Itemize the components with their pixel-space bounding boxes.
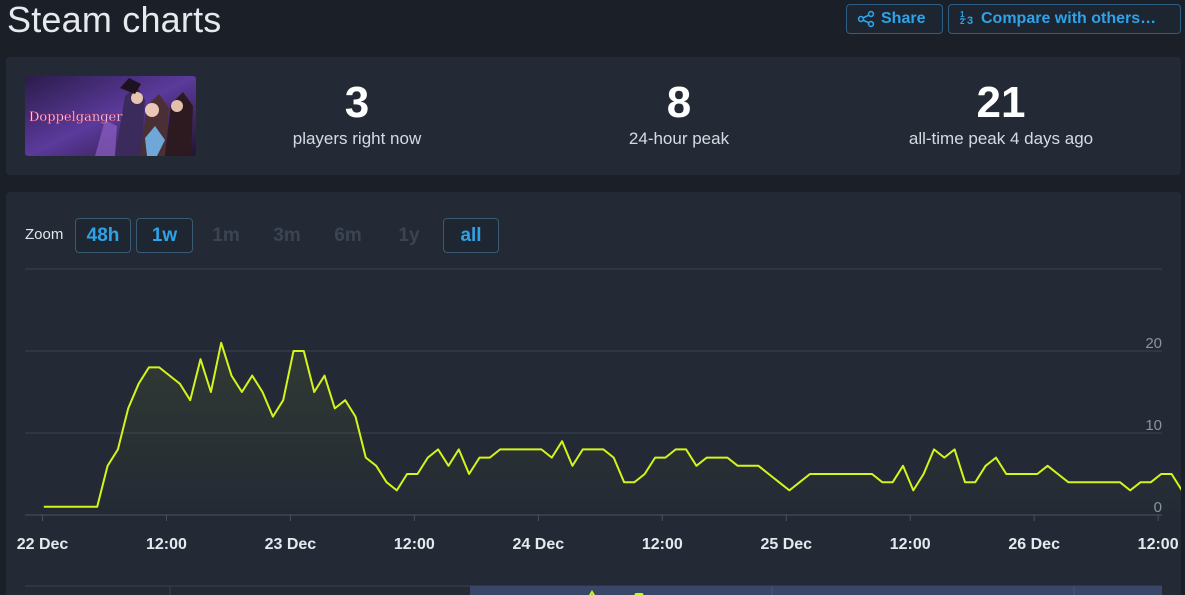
zoom-48h-button[interactable]: 48h (75, 218, 131, 253)
svg-text:2: 2 (960, 17, 965, 26)
x-tick-label: 25 Dec (760, 536, 812, 553)
x-tick-label: 24 Dec (513, 536, 565, 553)
x-tick-label: 22 Dec (17, 536, 69, 553)
peak-24h-value: 8 (666, 78, 692, 127)
x-tick-label: 12:00 (1138, 536, 1179, 553)
chart-panel: Zoom 48h 1w 1m 3m 6m 1y all 22 Dec 12:00 2… (6, 192, 1181, 595)
svg-text:1: 1 (960, 10, 965, 19)
y-axis: 0 10 20 (1145, 335, 1162, 516)
zoom-1m-button[interactable]: 1m (212, 224, 240, 246)
players-now-label: players right now (292, 129, 422, 148)
x-axis: 22 Dec 12:00 23 Dec 12:00 24 Dec 12:00 25 Dec 1… (17, 515, 1179, 553)
y-tick-label: 10 (1145, 417, 1162, 434)
chart-line (43, 341, 1181, 508)
zoom-3m-button[interactable]: 3m (273, 224, 301, 246)
chart-area (44, 342, 1181, 515)
svg-text:3: 3 (967, 15, 973, 27)
y-tick-label: 20 (1145, 335, 1162, 352)
x-tick-label: 23 Dec (265, 536, 317, 553)
players-now-value: 3 (344, 78, 370, 127)
navigator-series-line (634, 593, 644, 595)
compare-icon: 1 2 3 (959, 9, 975, 29)
stats-panel: Doppelganger 3 players right now 8 24-ho… (6, 57, 1181, 175)
page-title: Steam charts (7, 0, 222, 40)
zoom-all-button[interactable]: all (443, 218, 499, 253)
alltime-peak-label: all-time peak 4 days ago (908, 129, 1094, 148)
zoom-1y-button[interactable]: 1y (398, 224, 420, 246)
stat-24h-peak: 8 24-hour peak (549, 79, 809, 149)
y-tick-label: 0 (1154, 499, 1162, 516)
alltime-peak-value: 21 (976, 78, 1026, 127)
navigator-range[interactable] (470, 586, 1162, 595)
x-tick-label: 12:00 (642, 536, 683, 553)
stat-alltime-peak: 21 all-time peak 4 days ago (871, 79, 1131, 149)
zoom-6m-button[interactable]: 6m (334, 224, 362, 246)
series-area (44, 342, 1181, 515)
zoom-1w-button[interactable]: 1w (136, 218, 193, 253)
stat-players-now: 3 players right now (227, 79, 487, 149)
share-icon (857, 10, 875, 28)
chart-navigator[interactable] (25, 585, 1162, 595)
zoom-label: Zoom (25, 226, 64, 243)
game-thumbnail[interactable]: Doppelganger (25, 76, 196, 156)
series-line (43, 341, 1181, 508)
compare-button[interactable]: 1 2 3 Compare with others… (948, 4, 1181, 34)
x-tick-label: 12:00 (394, 536, 435, 553)
navigator-series-line (589, 590, 595, 595)
share-label: Share (881, 10, 926, 27)
x-tick-label: 12:00 (146, 536, 187, 553)
compare-label: Compare with others… (981, 10, 1157, 27)
x-tick-label: 12:00 (890, 536, 931, 553)
peak-24h-label: 24-hour peak (628, 129, 730, 148)
x-tick-label: 26 Dec (1008, 536, 1060, 553)
share-button[interactable]: Share (846, 4, 943, 34)
game-logo-text: Doppelganger (29, 110, 123, 125)
player-count-chart[interactable]: 22 Dec 12:00 23 Dec 12:00 24 Dec 12:00 25 Dec 1… (6, 192, 1181, 595)
